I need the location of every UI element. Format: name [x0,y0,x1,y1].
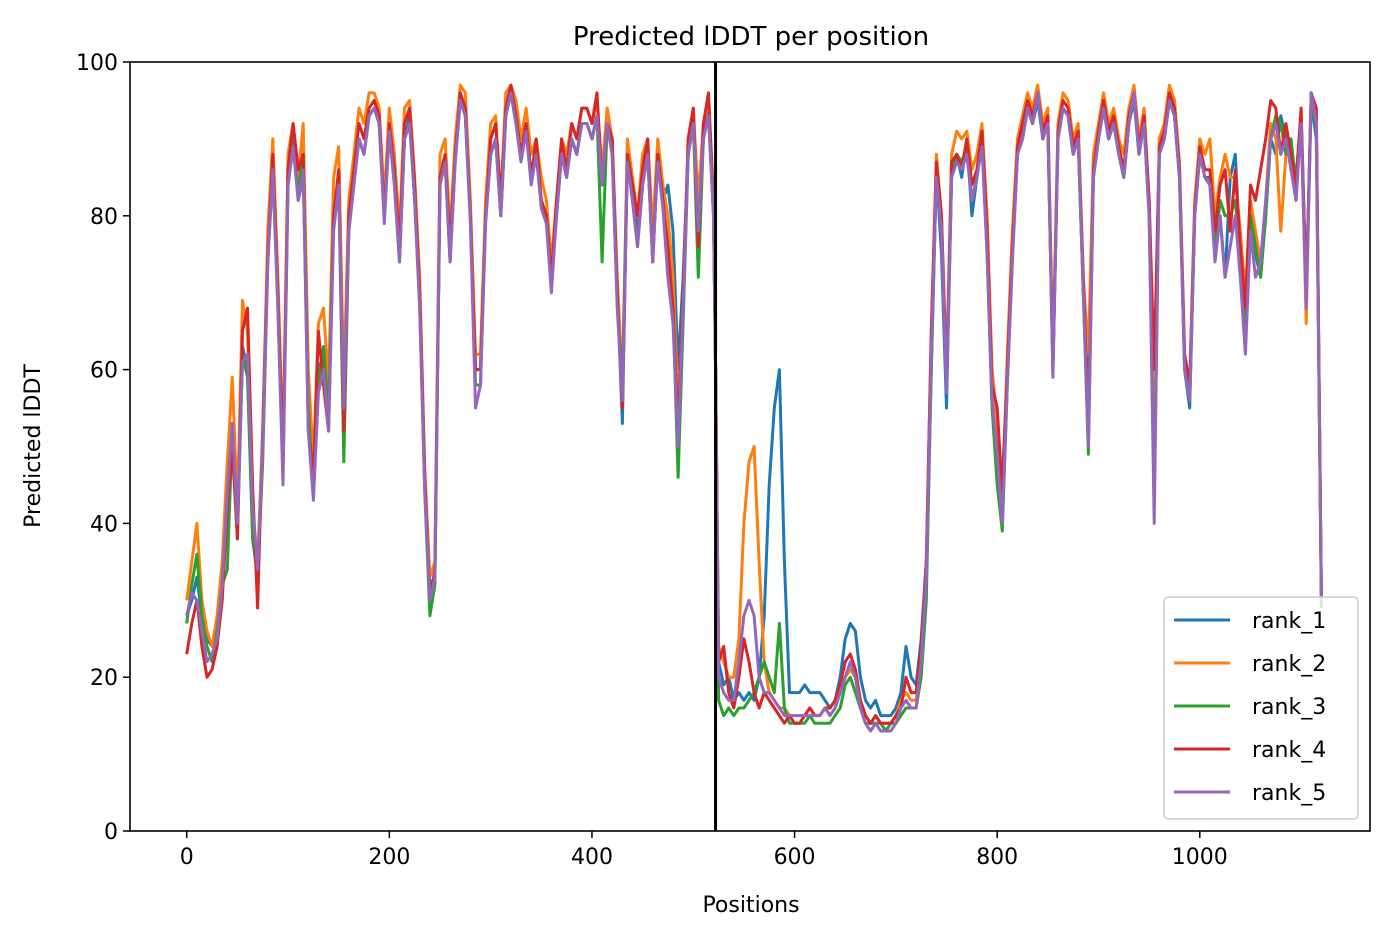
x-tick-label: 400 [571,845,613,870]
x-tick-label: 800 [976,845,1018,870]
y-tick-label: 60 [90,359,118,384]
y-tick-label: 0 [104,820,118,845]
chart-title: Predicted lDDT per position [573,22,929,52]
legend-box [1163,596,1359,820]
y-tick-label: 40 [90,512,118,537]
legend: rank_1 rank_2 rank_3 rank_4 rank_5 [1163,596,1359,820]
plot-area [185,62,1323,831]
x-tick-label: 200 [368,845,410,870]
x-tick-label: 1000 [1172,845,1228,870]
plot-frame [129,61,1371,832]
legend-label-rank_2: rank_2 [1252,652,1326,677]
legend-label-rank_4: rank_4 [1252,738,1326,763]
x-axis: 0 200 400 600 800 1000 [180,831,1228,870]
y-tick-label: 80 [90,205,118,230]
x-tick-label: 0 [180,845,194,870]
x-tick-label: 600 [774,845,816,870]
y-axis-label: Predicted lDDT [21,364,46,528]
y-tick-label: 20 [90,666,118,691]
series-line-rank_2 [185,83,1323,725]
y-axis: 0 20 40 60 80 100 [76,51,130,845]
y-tick-label: 100 [76,51,118,76]
series-line-rank_5 [185,91,1323,733]
legend-label-rank_3: rank_3 [1252,695,1326,720]
x-axis-label: Positions [702,893,799,918]
legend-label-rank_1: rank_1 [1252,609,1326,634]
legend-label-rank_5: rank_5 [1252,781,1326,806]
